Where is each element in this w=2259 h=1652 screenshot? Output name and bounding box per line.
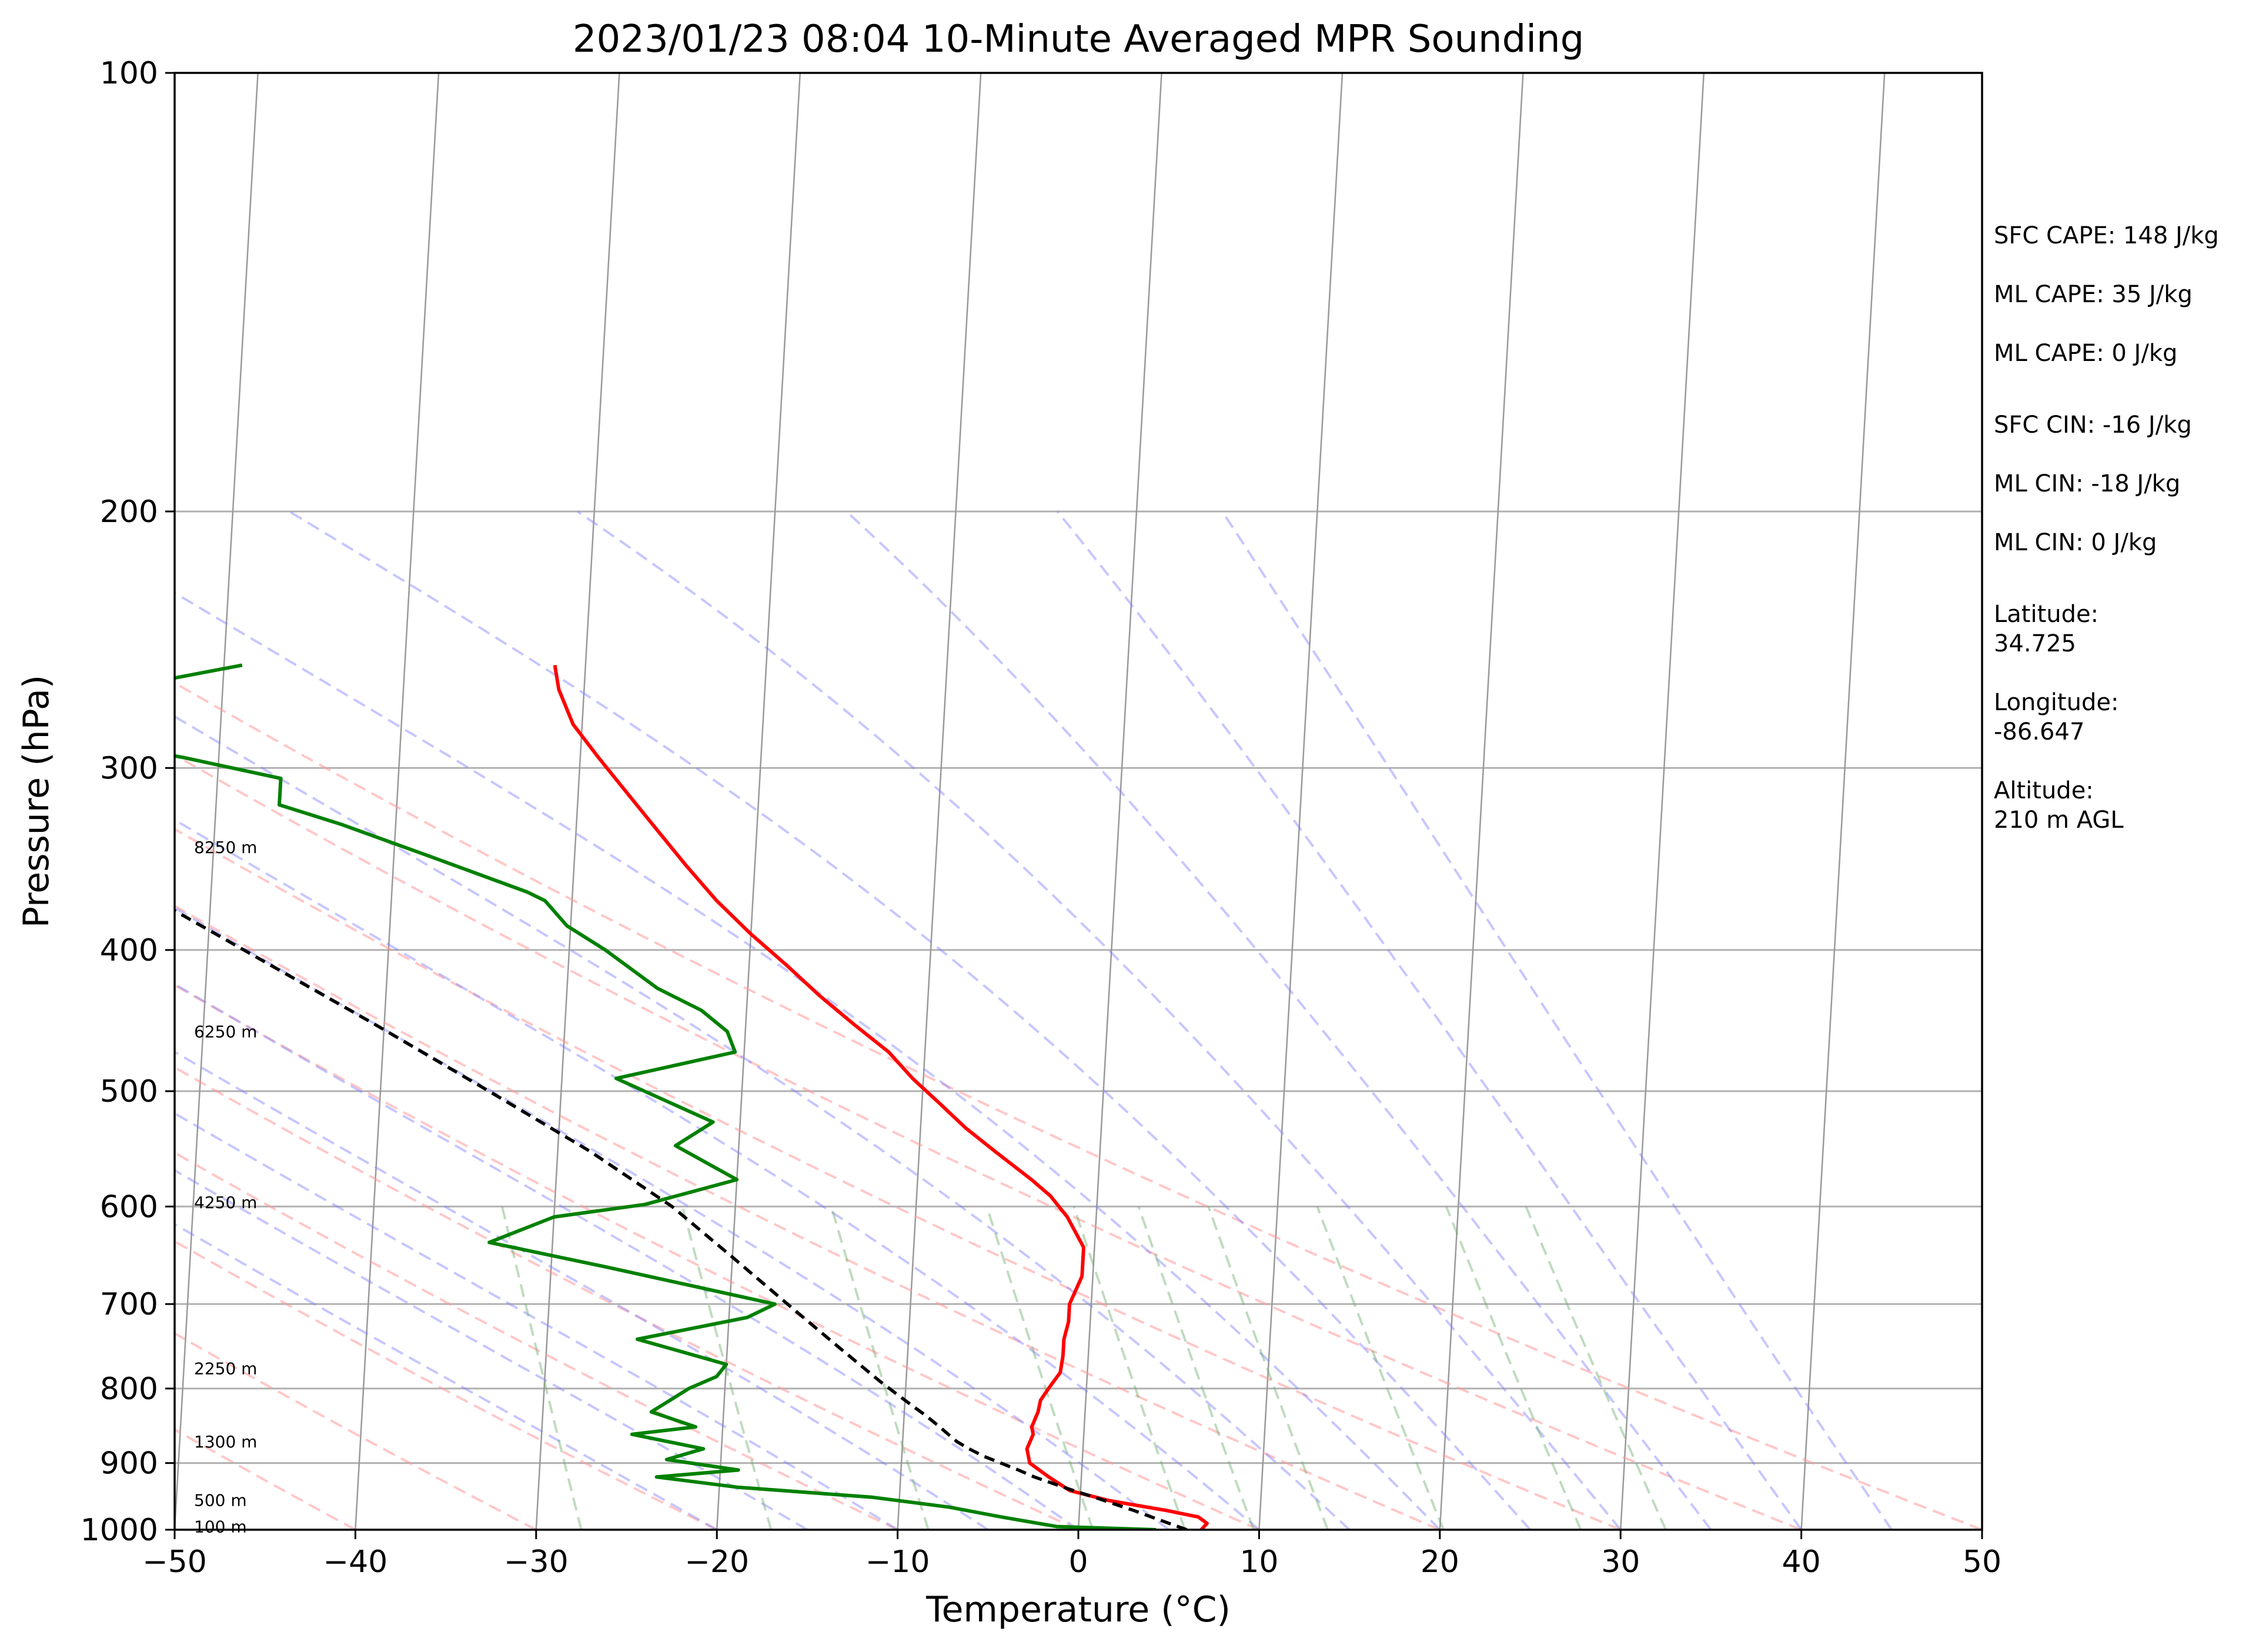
dry-adiabat-line (175, 681, 1982, 1530)
longitude-value: -86.647 (1994, 718, 2084, 745)
longitude-label: Longitude: (1994, 689, 2118, 716)
height-label: 100 m (194, 1517, 247, 1537)
moist-adiabat-line (576, 510, 1622, 1530)
sfc-cape-text: SFC CAPE: 148 J/kg (1994, 222, 2219, 249)
ml-cin-text-2: ML CIN: 0 J/kg (1994, 529, 2157, 556)
mixing-ratio-line (1072, 1206, 1187, 1530)
y-tick-label: 800 (100, 1372, 158, 1407)
x-tick-label: −30 (504, 1544, 569, 1580)
dewpoint-line (175, 663, 1157, 1530)
x-tick-label: 10 (1239, 1544, 1278, 1580)
moist-adiabat-line (175, 715, 1351, 1530)
y-tick-label: 900 (100, 1446, 158, 1482)
x-axis-ticks: −50 −40 −30 −20 −10 0 10 20 30 40 50 (142, 1530, 2001, 1580)
latitude-label: Latitude: (1994, 601, 2098, 628)
moist-adiabat-line (1056, 510, 1803, 1530)
x-tick-label: 40 (1782, 1544, 1821, 1580)
y-tick-label: 200 (100, 494, 158, 530)
mixing-ratio-line (1316, 1206, 1445, 1530)
data-lines (175, 663, 1209, 1530)
isotherm-line (1800, 73, 1886, 1530)
x-tick-label: −10 (865, 1544, 930, 1580)
height-label: 1300 m (194, 1432, 257, 1452)
y-axis-ticks: 100 200 300 400 500 600 700 800 900 1000 (81, 56, 175, 1548)
x-axis-label: Temperature (°C) (925, 1589, 1231, 1630)
moist-adiabat-line (175, 818, 1260, 1530)
isotherm-line (716, 73, 801, 1530)
moist-adiabat-line (175, 1222, 718, 1530)
parcel-path-line (175, 908, 1188, 1530)
dry-adiabat-line (175, 753, 1802, 1530)
y-tick-label: 400 (100, 933, 158, 968)
x-tick-label: −50 (142, 1544, 207, 1580)
y-tick-label: 1000 (81, 1513, 158, 1548)
y-tick-label: 600 (100, 1189, 158, 1225)
chart-title: 2023/01/23 08:04 10-Minute Averaged MPR … (573, 18, 1584, 61)
x-tick-label: 30 (1601, 1544, 1640, 1580)
moist-adiabat-line (175, 982, 1080, 1530)
mixing-ratio-line (1137, 1206, 1255, 1530)
ml-cape-text-2: ML CAPE: 0 J/kg (1994, 340, 2177, 367)
moist-adiabat-line (175, 1050, 989, 1530)
isotherm-line (535, 73, 620, 1530)
x-tick-label: 50 (1963, 1544, 2001, 1580)
mixing-ratio-line (501, 1206, 583, 1530)
height-label: 8250 m (194, 838, 257, 857)
height-label: 500 m (194, 1490, 247, 1510)
moist-adiabat-line (175, 1112, 898, 1530)
mixing-ratio-line (830, 1206, 930, 1530)
dry-adiabat-line (175, 1240, 718, 1530)
isotherm-line (175, 73, 259, 1530)
dry-adiabat-line (175, 828, 1621, 1530)
height-label: 2250 m (194, 1359, 257, 1379)
x-tick-label: 20 (1421, 1544, 1459, 1580)
stats-panel: SFC CAPE: 148 J/kg ML CAPE: 35 J/kg ML C… (1994, 222, 2219, 834)
sfc-cin-text: SFC CIN: -16 J/kg (1994, 412, 2192, 439)
x-tick-label: 0 (1068, 1544, 1088, 1580)
mixing-ratio-line (681, 1206, 773, 1530)
height-label: 4250 m (194, 1193, 257, 1212)
latitude-value: 34.725 (1994, 630, 2076, 657)
y-tick-label: 700 (100, 1287, 158, 1322)
y-tick-label: 300 (100, 751, 158, 786)
altitude-label: Altitude: (1994, 777, 2094, 804)
isotherm-line (1439, 73, 1524, 1530)
moist-adiabat-line (846, 510, 1712, 1530)
temperature-line (553, 664, 1209, 1530)
x-tick-label: −20 (684, 1544, 749, 1580)
moist-adiabat-line (288, 510, 1531, 1530)
height-label: 6250 m (194, 1022, 257, 1042)
mixing-ratio-line (1445, 1206, 1582, 1530)
isotherm-line (897, 73, 982, 1530)
height-labels: 8250 m 6250 m 4250 m 2250 m 1300 m 500 m 100 m (194, 838, 257, 1537)
mixing-ratio-line (1525, 1206, 1667, 1530)
isotherm-line (1077, 73, 1162, 1530)
moist-adiabat-line (175, 906, 1169, 1530)
ml-cin-text: ML CIN: -18 J/kg (1994, 470, 2180, 497)
y-axis-label: Pressure (hPa) (16, 675, 57, 928)
moist-adiabat-line (1221, 510, 1893, 1530)
mixing-ratio-line (985, 1206, 1094, 1530)
isotherm-line (1258, 73, 1344, 1530)
isotherm-line (355, 73, 440, 1530)
moist-adiabat-line (175, 591, 1441, 1530)
y-tick-label: 100 (100, 56, 158, 91)
ml-cape-text: ML CAPE: 35 J/kg (1994, 281, 2193, 308)
altitude-value: 210 m AGL (1994, 807, 2124, 834)
isotherm-line (1619, 73, 1705, 1530)
y-tick-label: 500 (100, 1074, 158, 1109)
mixing-ratio-line (1207, 1206, 1329, 1530)
dry-adiabat-line (175, 1066, 1079, 1530)
x-tick-label: −40 (323, 1544, 388, 1580)
